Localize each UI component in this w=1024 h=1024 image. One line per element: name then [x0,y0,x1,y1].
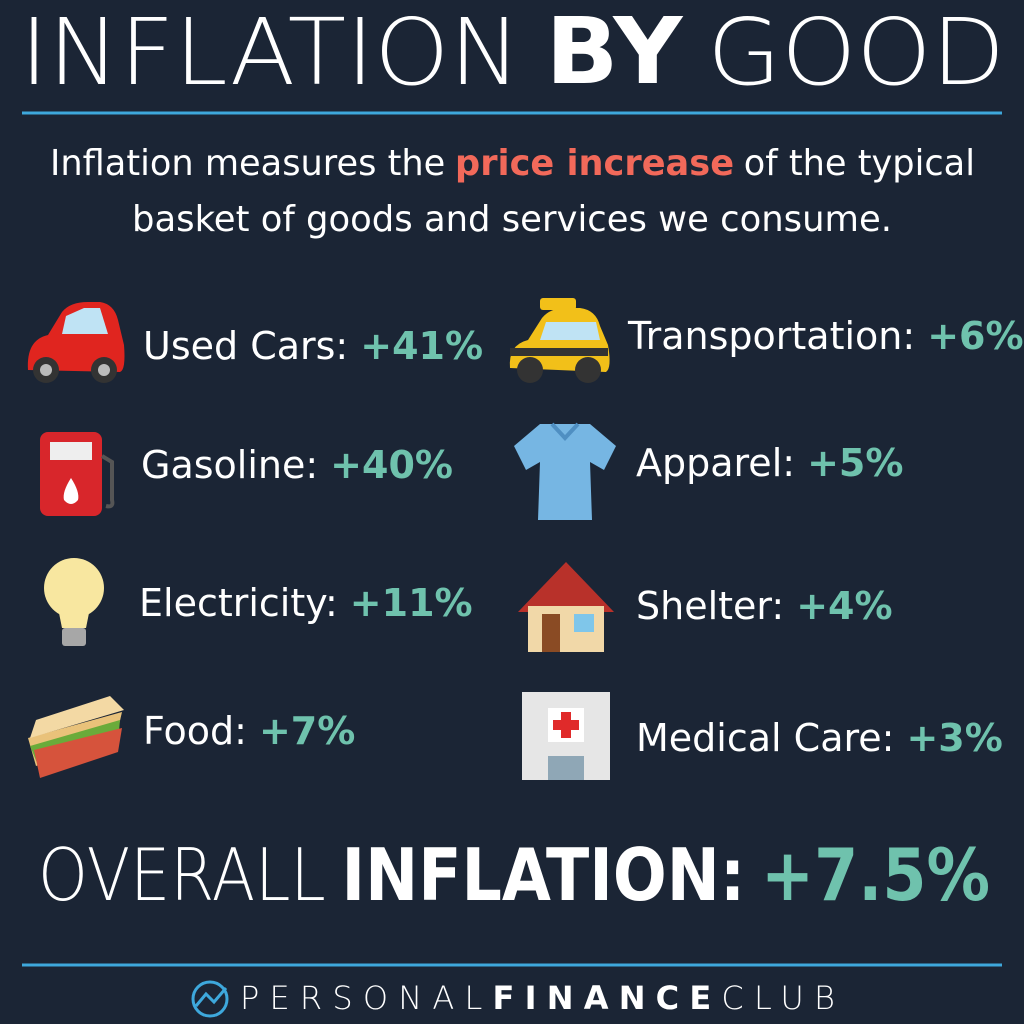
intro-line: Inflation measures theprice increaseof t… [50,143,975,184]
item-value: +3% [906,716,1002,760]
item: Medical Care: +3% [636,716,1003,760]
item-value: +41% [360,324,483,368]
item-value: +11% [350,581,473,625]
taxi-icon [509,298,610,383]
title-part: INFLATION [20,0,521,106]
overall-label: OVERALL [38,833,326,917]
item: Shelter: +4% [636,584,893,628]
intro-line: basket of goods and services we consume. [132,199,892,240]
item: Apparel: +5% [636,441,903,485]
item: Used Cars: +41% [143,324,483,368]
title: INFLATION BY GOOD [20,0,1005,106]
item-value: +5% [807,441,903,485]
brand-part: FINANCE [493,979,712,1017]
item-label: Gasoline: [141,443,318,487]
light-bulb-icon [44,558,104,646]
intro-text: Inflation measures the [50,143,445,184]
gas-pump-icon [40,432,115,516]
car-icon [27,302,125,383]
item: Gasoline: +40% [141,443,453,487]
intro-text: of the typical [744,143,975,184]
items: Used Cars: +41% Gasoline: +40% Electricity: +… [139,314,1024,760]
item-label: Shelter: [636,584,784,628]
hospital-icon [522,692,610,780]
sandwich-icon [28,696,124,778]
item-value: +40% [330,443,453,487]
item: Food: +7% [143,709,355,753]
overall-label: INFLATION: [342,833,746,917]
shirt-icon [514,422,616,520]
title-part: BY [546,0,684,105]
item-label: Food: [143,709,247,753]
title-part: GOOD [707,0,1005,106]
item-value: +6% [927,314,1023,358]
item-label: Electricity: [139,581,338,625]
item-label: Transportation: [627,314,915,358]
logo [191,980,229,1018]
item: Transportation: +6% [627,314,1024,358]
item-label: Used Cars: [143,324,348,368]
overall: OVERALLINFLATION:+7.5% [38,833,990,917]
house-icon [518,562,614,652]
overall-value: +7.5% [761,833,990,917]
intro-highlight: price increase [455,143,734,184]
item-value: +7% [259,709,355,753]
item: Electricity: +11% [139,581,473,625]
item-label: Medical Care: [636,716,894,760]
item-label: Apparel: [636,441,795,485]
item-value: +4% [796,584,892,628]
